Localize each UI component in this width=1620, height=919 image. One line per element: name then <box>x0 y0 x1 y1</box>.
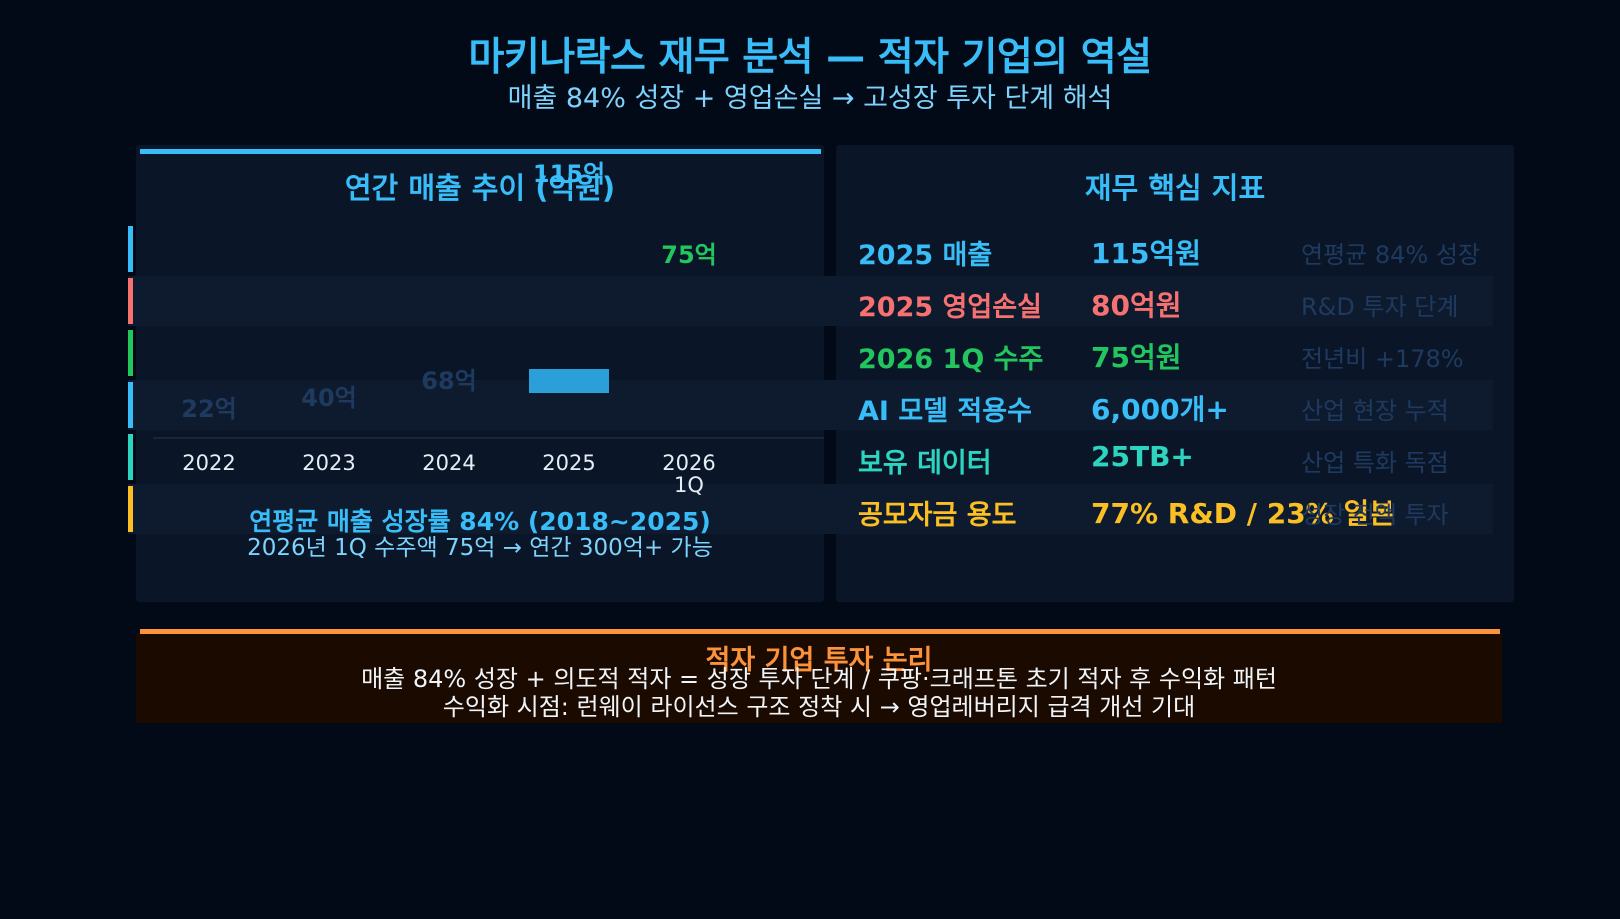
page-title: 마키나락스 재무 분석 — 적자 기업의 역설 <box>468 35 1152 80</box>
metric-note: R&D 투자 단계 <box>1301 293 1459 321</box>
metric-note: 전년비 +178% <box>1301 345 1464 373</box>
metric-note: 산업 현장 누적 <box>1301 397 1449 425</box>
metric-value: 25TB+ <box>1091 440 1194 473</box>
x-tick-label: 2022 <box>182 451 235 475</box>
x-tick-label: 1Q <box>674 473 704 497</box>
metric-row-band <box>128 328 1493 378</box>
metric-note: 연평균 84% 성장 <box>1301 241 1481 269</box>
metric-label: AI 모델 적용수 <box>858 396 1032 427</box>
metric-row-band <box>128 432 1493 482</box>
metric-row-color-bar <box>128 278 133 324</box>
metric-value: 115억원 <box>1091 237 1201 270</box>
chart-title: 연간 매출 추이 (억원) <box>344 171 616 205</box>
bottom-accent-bar <box>140 629 1500 634</box>
metric-note: 성장 전액 투자 <box>1301 501 1449 529</box>
x-tick-label: 2025 <box>542 451 595 475</box>
metric-row-band <box>128 276 1493 326</box>
metric-row-band <box>128 484 1493 534</box>
investment-logic-title: 적자 기업 투자 논리 <box>705 645 933 676</box>
metric-label: 2025 영업손실 <box>858 292 1042 323</box>
metric-value: 75억원 <box>1091 341 1182 374</box>
bar-value-label: 22억 <box>181 395 236 423</box>
page-subtitle: 매출 84% 성장 + 영업손실 → 고성장 투자 단계 해석 <box>507 83 1113 114</box>
bar-value-label: 115억 <box>533 160 605 188</box>
metric-row-band <box>128 380 1493 430</box>
chart-summary-orders: 2026년 1Q 수주액 75억 → 연간 300억+ 가능 <box>247 535 713 561</box>
chart-summary-growth: 연평균 매출 성장률 84% (2018~2025) <box>249 507 711 536</box>
metric-value: 6,000개+ <box>1091 393 1229 426</box>
metric-row-color-bar <box>128 382 133 428</box>
metrics-panel-title: 재무 핵심 지표 <box>1084 171 1266 205</box>
metric-row-color-bar <box>128 486 133 532</box>
panel-accent-bar <box>140 149 821 154</box>
metric-label: 2026 1Q 수주 <box>858 344 1044 375</box>
metric-label: 공모자금 용도 <box>858 500 1017 531</box>
metric-row-band <box>128 224 1493 274</box>
x-tick-label: 2026 <box>662 451 715 475</box>
investment-logic-line-1: 매출 84% 성장 + 의도적 적자 = 성장 투자 단계 / 쿠팡·크래프톤 … <box>361 665 1277 693</box>
x-tick-label: 2024 <box>422 451 475 475</box>
metric-note: 산업 특화 독점 <box>1301 449 1449 477</box>
metric-value: 77% R&D / 23% 일본 <box>1091 497 1395 530</box>
metric-value: 80억원 <box>1091 289 1182 322</box>
bar-2025 <box>529 369 609 393</box>
metric-row-color-bar <box>128 434 133 480</box>
bar-value-label: 75억 <box>661 241 716 269</box>
metric-label: 2025 매출 <box>858 240 993 271</box>
metric-label: 보유 데이터 <box>858 448 992 479</box>
bar-value-label: 40억 <box>301 384 356 412</box>
metric-row-color-bar <box>128 330 133 376</box>
investment-logic-box <box>136 633 1502 723</box>
bar-value-label: 68억 <box>421 367 476 395</box>
metric-row-color-bar <box>128 226 133 272</box>
x-tick-label: 2023 <box>302 451 355 475</box>
investment-logic-line-2: 수익화 시점: 런웨이 라이선스 구조 정착 시 → 영업레버리지 급격 개선 … <box>442 693 1196 721</box>
